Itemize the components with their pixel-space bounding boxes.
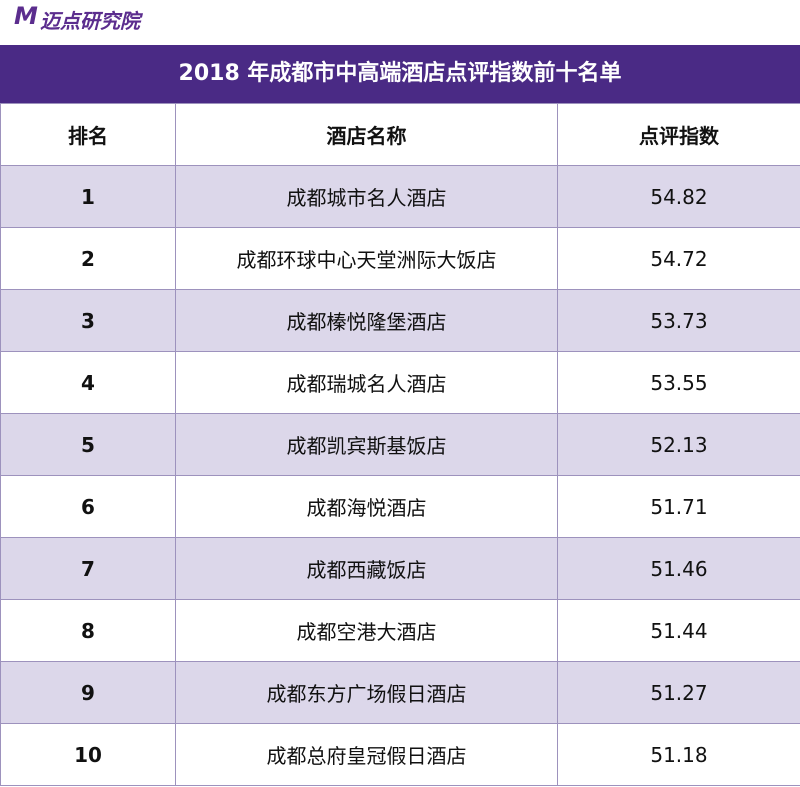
rank-cell: 8	[0, 599, 176, 662]
rank-cell: 3	[0, 289, 176, 352]
table-row: 7 成都西藏饭店 51.46	[0, 537, 800, 600]
hotel-cell: 成都榛悦隆堡酒店	[175, 289, 558, 352]
score-cell: 51.46	[557, 537, 800, 600]
table-title: 2018 年成都市中高端酒店点评指数前十名单	[0, 45, 800, 103]
table-row: 8 成都空港大酒店 51.44	[0, 599, 800, 662]
table-row: 9 成都东方广场假日酒店 51.27	[0, 661, 800, 724]
hotel-cell: 成都环球中心天堂洲际大饭店	[175, 227, 558, 290]
rank-cell: 7	[0, 537, 176, 600]
rank-cell: 10	[0, 723, 176, 786]
score-cell: 51.71	[557, 475, 800, 538]
table-row: 1 成都城市名人酒店 54.82	[0, 165, 800, 228]
rank-cell: 1	[0, 165, 176, 228]
hotel-cell: 成都西藏饭店	[175, 537, 558, 600]
hotel-cell: 成都城市名人酒店	[175, 165, 558, 228]
score-cell: 51.27	[557, 661, 800, 724]
rank-cell: 9	[0, 661, 176, 724]
header-cell: 点评指数	[557, 103, 800, 166]
header-cell: 酒店名称	[175, 103, 558, 166]
score-cell: 53.55	[557, 351, 800, 414]
hotel-cell: 成都东方广场假日酒店	[175, 661, 558, 724]
hotel-cell: 成都海悦酒店	[175, 475, 558, 538]
score-cell: 52.13	[557, 413, 800, 476]
table-row: 3 成都榛悦隆堡酒店 53.73	[0, 289, 800, 352]
score-cell: 51.44	[557, 599, 800, 662]
table: 排名 酒店名称 点评指数 1 成都城市名人酒店 54.82 2 成都环球中心天堂洲际大饭店 54…	[0, 103, 800, 786]
hotel-cell: 成都空港大酒店	[175, 599, 558, 662]
score-cell: 54.82	[557, 165, 800, 228]
logo-text: 迈点研究院	[40, 9, 140, 33]
hotel-cell: 成都瑞城名人酒店	[175, 351, 558, 414]
score-cell: 51.18	[557, 723, 800, 786]
rank-cell: 4	[0, 351, 176, 414]
table-row: 5 成都凯宾斯基饭店 52.13	[0, 413, 800, 476]
table-row: 4 成都瑞城名人酒店 53.55	[0, 351, 800, 414]
table-row: 10 成都总府皇冠假日酒店 51.18	[0, 723, 800, 786]
rank-cell: 6	[0, 475, 176, 538]
table-row: 2 成都环球中心天堂洲际大饭店 54.72	[0, 227, 800, 290]
logo-mark: M	[14, 2, 38, 30]
score-cell: 53.73	[557, 289, 800, 352]
hotel-cell: 成都凯宾斯基饭店	[175, 413, 558, 476]
score-cell: 54.72	[557, 227, 800, 290]
logo: M 迈点研究院	[0, 0, 800, 45]
hotel-cell: 成都总府皇冠假日酒店	[175, 723, 558, 786]
header-row: 排名 酒店名称 点评指数	[0, 103, 800, 166]
rank-cell: 5	[0, 413, 176, 476]
rank-cell: 2	[0, 227, 176, 290]
header-cell: 排名	[0, 103, 176, 166]
table-row: 6 成都海悦酒店 51.71	[0, 475, 800, 538]
